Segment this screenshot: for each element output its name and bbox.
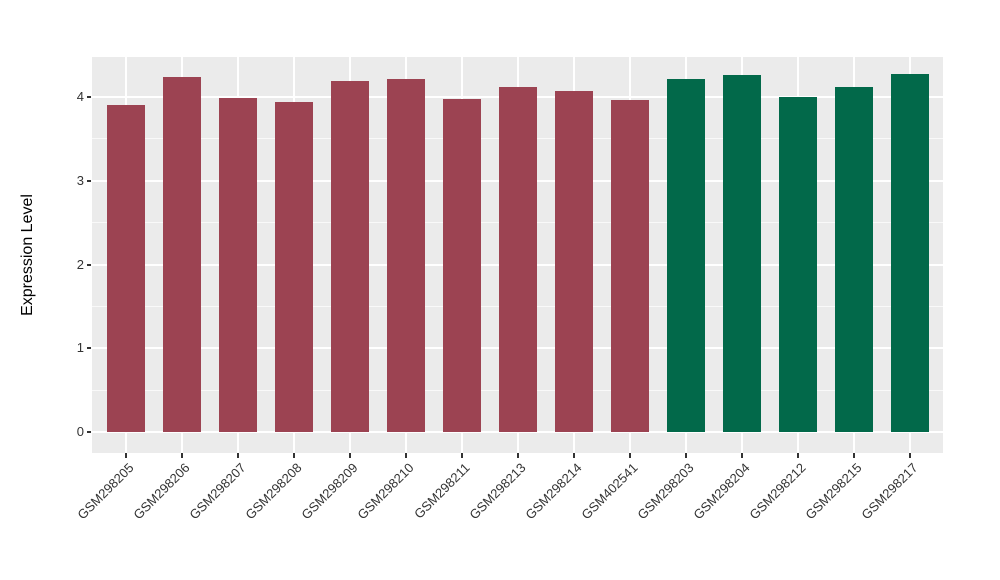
x-tick-mark <box>741 453 743 458</box>
x-tick-label: GSM298204 <box>690 460 753 523</box>
x-tick-label: GSM298206 <box>130 460 193 523</box>
x-tick-label: GSM298215 <box>802 460 865 523</box>
bar-GSM298207 <box>219 97 257 432</box>
bar-GSM298217 <box>891 74 929 432</box>
bar-GSM298210 <box>387 79 425 432</box>
x-tick-label: GSM298205 <box>74 460 137 523</box>
x-tick-mark <box>293 453 295 458</box>
x-tick-mark <box>853 453 855 458</box>
x-tick-label: GSM298203 <box>634 460 697 523</box>
plot-panel <box>92 57 943 453</box>
x-tick-label: GSM298209 <box>298 460 361 523</box>
bar-GSM402541 <box>611 99 649 432</box>
x-tick-label: GSM298211 <box>411 460 473 522</box>
bar-GSM298204 <box>723 75 761 432</box>
bar-GSM298213 <box>499 86 537 432</box>
y-tick-mark <box>87 347 91 350</box>
y-tick-mark <box>87 263 91 266</box>
x-tick-mark <box>797 453 799 458</box>
x-tick-mark <box>909 453 911 458</box>
bar-GSM298208 <box>275 102 313 432</box>
y-tick-mark <box>87 431 91 433</box>
x-tick-mark <box>517 453 519 458</box>
x-tick-label: GSM298217 <box>858 460 921 523</box>
y-tick-label: 0 <box>76 424 84 439</box>
y-tick-mark <box>87 96 91 98</box>
x-tick-label: GSM298214 <box>522 460 585 523</box>
bar-GSM298209 <box>331 81 369 432</box>
bar-GSM298211 <box>443 98 481 432</box>
x-tick-mark <box>125 453 127 458</box>
x-tick-label: GSM402541 <box>578 460 641 523</box>
x-tick-mark <box>573 453 575 458</box>
bar-GSM298214 <box>555 91 593 432</box>
x-tick-mark <box>685 453 687 458</box>
y-tick-label: 4 <box>76 89 84 104</box>
bar-GSM298205 <box>107 104 145 432</box>
bar-GSM298206 <box>163 76 201 432</box>
x-tick-label: GSM298207 <box>186 460 249 523</box>
bar-GSM298215 <box>835 86 873 432</box>
y-tick-label: 2 <box>76 256 84 272</box>
x-tick-mark <box>237 453 239 458</box>
y-tick-label: 1 <box>76 340 84 356</box>
x-tick-mark <box>461 453 463 458</box>
y-axis-title: Expression Level <box>19 194 36 316</box>
y-tick-mark <box>87 179 91 182</box>
x-tick-mark <box>405 453 407 458</box>
x-tick-label: GSM298210 <box>354 460 417 523</box>
x-tick-label: GSM298208 <box>242 460 305 523</box>
x-tick-label: GSM298212 <box>746 460 809 523</box>
x-tick-mark <box>349 453 351 458</box>
x-tick-mark <box>181 453 183 458</box>
bar-GSM298212 <box>779 97 817 432</box>
bar-GSM298203 <box>667 78 705 432</box>
y-tick-label: 3 <box>76 172 84 188</box>
x-tick-label: GSM298213 <box>466 460 529 523</box>
x-tick-mark <box>629 453 631 458</box>
